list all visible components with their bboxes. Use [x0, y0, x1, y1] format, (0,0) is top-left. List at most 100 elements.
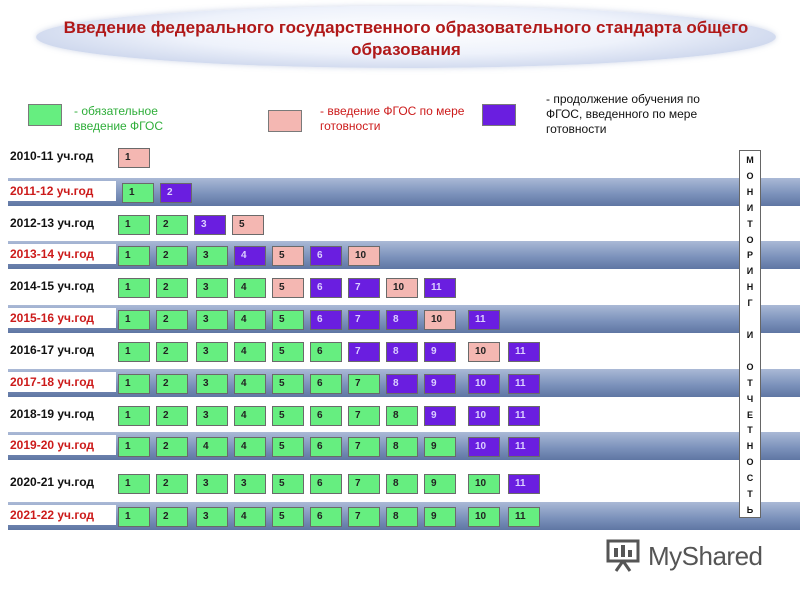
- grade-cell: 4: [196, 437, 228, 457]
- monitoring-letter: С: [746, 473, 754, 484]
- grade-cell: 1: [118, 278, 150, 298]
- grade-cell: 6: [310, 406, 342, 426]
- grade-cell: 10: [468, 406, 500, 426]
- monitoring-letter: Н: [746, 186, 754, 197]
- grade-cell: 10: [468, 342, 500, 362]
- grade-cell: 10: [468, 474, 500, 494]
- grade-cell: 8: [386, 437, 418, 457]
- grade-cell: 7: [348, 474, 380, 494]
- grade-cell: 9: [424, 374, 456, 394]
- grade-cell: 8: [386, 310, 418, 330]
- grade-cell: 3: [234, 474, 266, 494]
- grade-cell: 3: [196, 474, 228, 494]
- grade-cell: 10: [468, 437, 500, 457]
- monitoring-letter: О: [746, 234, 754, 245]
- grade-cell: 11: [508, 374, 540, 394]
- monitoring-letter: О: [746, 457, 754, 468]
- legend-readiness-swatch: [268, 110, 302, 132]
- grade-cell: 2: [156, 507, 188, 527]
- grade-cell: 9: [424, 342, 456, 362]
- grade-cell: 2: [156, 246, 188, 266]
- grade-cell: 2: [156, 437, 188, 457]
- legend-mandatory-label: - обязательное введение ФГОС: [74, 104, 163, 133]
- grade-cell: 7: [348, 342, 380, 362]
- grade-cell: 4: [234, 437, 266, 457]
- grade-cell: 5: [272, 246, 304, 266]
- grade-cell: 1: [118, 246, 150, 266]
- year-label: 2018-19 уч.год: [6, 404, 116, 424]
- grade-cell: 2: [156, 342, 188, 362]
- monitoring-letter: [740, 344, 760, 360]
- monitoring-letter: И: [746, 266, 754, 277]
- grade-cell: 6: [310, 246, 342, 266]
- grade-cell: 9: [424, 507, 456, 527]
- grade-cell: 11: [468, 310, 500, 330]
- monitoring-letter: Г: [747, 298, 753, 309]
- grade-cell: 2: [156, 278, 188, 298]
- grade-cell: 2: [160, 183, 192, 203]
- grade-cell: 1: [118, 406, 150, 426]
- grade-cell: 5: [272, 342, 304, 362]
- grade-cell: 8: [386, 507, 418, 527]
- grade-cell: 1: [118, 507, 150, 527]
- monitoring-letter: Т: [747, 425, 753, 436]
- grade-cell: 1: [118, 474, 150, 494]
- grade-cell: 11: [508, 437, 540, 457]
- grade-cell: 7: [348, 507, 380, 527]
- grade-cell: 1: [118, 310, 150, 330]
- monitoring-letter: О: [746, 170, 754, 181]
- grade-cell: 5: [272, 406, 304, 426]
- grade-cell: 7: [348, 278, 380, 298]
- grade-cell: 3: [194, 215, 226, 235]
- page-title: Введение федерального государственного о…: [63, 18, 749, 59]
- grade-cell: 11: [508, 474, 540, 494]
- grade-cell: 10: [468, 507, 500, 527]
- legend-readiness-label: - введение ФГОС по мере готовности: [320, 104, 465, 133]
- grade-cell: 10: [424, 310, 456, 330]
- year-label: 2016-17 уч.год: [6, 340, 116, 360]
- grade-cell: 11: [508, 406, 540, 426]
- year-label: 2014-15 уч.год: [6, 276, 116, 296]
- grade-cell: 10: [468, 374, 500, 394]
- grade-cell: 4: [234, 342, 266, 362]
- year-label: 2017-18 уч.год: [6, 372, 116, 392]
- grade-cell: 1: [118, 215, 150, 235]
- year-label: 2021-22 уч.год: [6, 505, 116, 525]
- grade-cell: 10: [386, 278, 418, 298]
- grade-cell: 7: [348, 310, 380, 330]
- grade-cell: 2: [156, 215, 188, 235]
- grade-cell: 1: [122, 183, 154, 203]
- grade-cell: 8: [386, 374, 418, 394]
- legend-mandatory-swatch: [28, 104, 62, 126]
- grade-cell: 5: [232, 215, 264, 235]
- grade-cell: 6: [310, 374, 342, 394]
- grade-cell: 7: [348, 374, 380, 394]
- monitoring-letter: [740, 312, 760, 328]
- grade-cell: 5: [272, 310, 304, 330]
- grade-cell: 9: [424, 406, 456, 426]
- monitoring-letter: Е: [746, 409, 753, 420]
- grade-cell: 6: [310, 278, 342, 298]
- grade-cell: 5: [272, 507, 304, 527]
- grade-cell: 6: [310, 474, 342, 494]
- grade-cell: 4: [234, 406, 266, 426]
- year-label: 2020-21 уч.год: [6, 472, 116, 492]
- monitoring-letter: Ч: [746, 393, 754, 404]
- grade-cell: 6: [310, 342, 342, 362]
- legend-continuation-label: - продолжение обучения по ФГОС, введенно…: [546, 92, 700, 136]
- grade-cell: 3: [196, 374, 228, 394]
- grade-cell: 9: [424, 474, 456, 494]
- monitoring-letter: И: [746, 202, 754, 213]
- grade-cell: 4: [234, 246, 266, 266]
- grade-cell: 3: [196, 406, 228, 426]
- grade-cell: 9: [424, 437, 456, 457]
- grade-cell: 4: [234, 278, 266, 298]
- grade-cell: 3: [196, 507, 228, 527]
- grade-cell: 3: [196, 342, 228, 362]
- grade-cell: 5: [272, 437, 304, 457]
- year-label: 2010-11 уч.год: [6, 146, 116, 166]
- monitoring-letter: Ь: [746, 504, 754, 515]
- grade-cell: 1: [118, 437, 150, 457]
- grade-cell: 3: [196, 246, 228, 266]
